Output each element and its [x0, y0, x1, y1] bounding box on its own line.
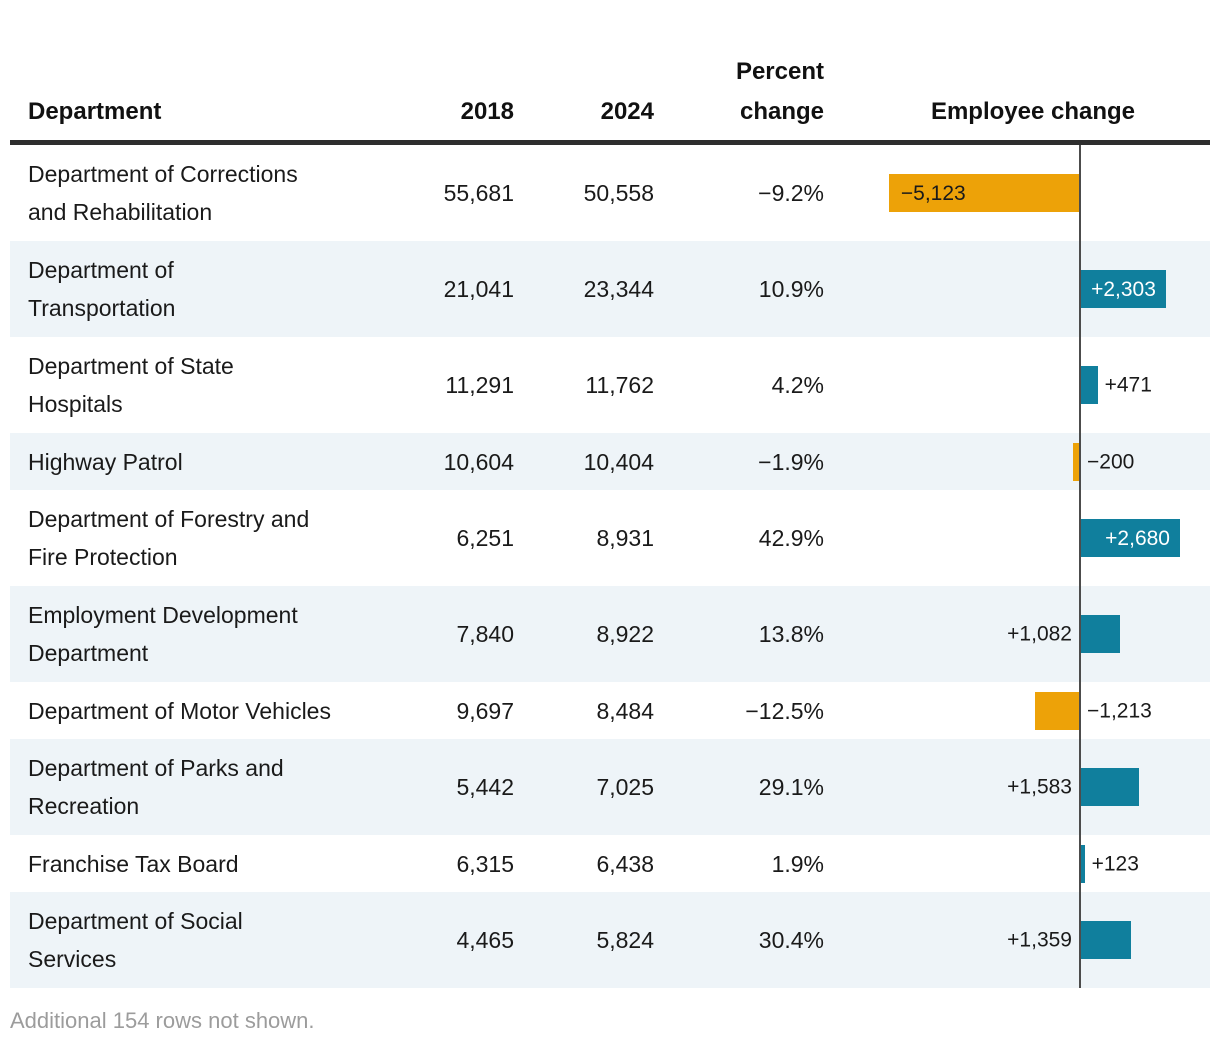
employee-change-cell: −5,123: [824, 145, 1210, 241]
employee-change-bar: [1080, 844, 1085, 883]
employee-change-bar: [1080, 768, 1139, 806]
table-row: Department of Parks and Recreation 5,442 7…: [10, 739, 1210, 835]
value-percent-change: 29.1%: [758, 774, 824, 800]
value-percent-change: −9.2%: [758, 180, 824, 206]
table-header: Department 2018 2024 Percent change Empl…: [10, 46, 1210, 145]
zero-axis-line: [1079, 145, 1081, 988]
employee-change-cell: +123: [824, 835, 1210, 892]
table-row: Department of Corrections and Rehabilita…: [10, 145, 1210, 241]
value-2024: 8,931: [596, 525, 654, 551]
value-2018: 10,604: [443, 448, 514, 475]
bar-value-label: +1,082: [1007, 622, 1072, 646]
value-2018: 55,681: [443, 180, 514, 206]
value-2024: 23,344: [583, 276, 654, 302]
value-2024: 8,484: [596, 697, 654, 724]
header-percent-change: Percent change: [735, 58, 824, 125]
value-2018: 11,291: [445, 372, 514, 398]
employee-change-table: Department 2018 2024 Percent change Empl…: [10, 46, 1210, 1034]
department-name: Department of Social Services: [28, 908, 243, 972]
value-2024: 50,558: [583, 180, 654, 206]
department-name: Highway Patrol: [28, 448, 183, 475]
department-name: Department of Motor Vehicles: [28, 697, 331, 724]
bar-value-label: +2,680: [1105, 526, 1170, 550]
value-2024: 11,762: [585, 372, 654, 398]
bar-value-label: +2,303: [1091, 277, 1156, 301]
employee-change-cell: +2,680: [824, 490, 1210, 586]
employee-change-bar: [1080, 366, 1098, 404]
value-percent-change: 10.9%: [758, 276, 824, 302]
department-name: Department of State Hospitals: [28, 353, 234, 417]
table-row: Highway Patrol 10,604 10,404 −1.9% −200: [10, 433, 1210, 490]
table-row: Department of State Hospitals 11,291 11,76…: [10, 337, 1210, 433]
value-percent-change: 4.2%: [771, 372, 824, 398]
value-2018: 6,315: [456, 850, 514, 877]
header-2018: 2018: [460, 98, 514, 125]
bar-value-label: −1,213: [1087, 699, 1152, 722]
footer-note: Additional 154 rows not shown.: [10, 1008, 315, 1033]
value-2024: 8,922: [596, 621, 654, 647]
value-2018: 9,697: [456, 697, 514, 724]
employee-change-bar: [1072, 442, 1080, 481]
employee-change-cell: +1,082: [824, 586, 1210, 682]
table-rows: Department of Corrections and Rehabilita…: [10, 145, 1210, 988]
header-employee-change: Employee change: [930, 98, 1136, 125]
employee-change-bar: [1034, 691, 1080, 730]
value-percent-change: 13.8%: [758, 621, 824, 647]
value-2024: 10,404: [583, 448, 654, 475]
bar-value-label: +1,359: [1007, 928, 1072, 952]
value-percent-change: 42.9%: [758, 525, 824, 551]
bar-value-label: +1,583: [1007, 775, 1072, 799]
department-name: Department of Parks and Recreation: [28, 755, 284, 819]
header-department: Department: [28, 98, 162, 125]
value-percent-change: −1.9%: [758, 448, 824, 475]
value-percent-change: −12.5%: [745, 697, 824, 724]
value-2018: 7,840: [456, 621, 514, 647]
employee-change-bar: +2,680: [1080, 519, 1180, 557]
department-name: Department of Forestry and Fire Protecti…: [28, 506, 310, 570]
value-2018: 21,041: [443, 276, 514, 302]
table-row: Employment Development Department 7,840 8,…: [10, 586, 1210, 682]
department-name: Department of Corrections and Rehabilita…: [28, 161, 298, 225]
value-2024: 6,438: [596, 850, 654, 877]
table-row: Department of Forestry and Fire Protecti…: [10, 490, 1210, 586]
employee-change-cell: −200: [824, 433, 1210, 490]
department-name: Employment Development Department: [28, 602, 298, 666]
employee-change-bar: [1080, 615, 1121, 653]
value-2024: 5,824: [596, 927, 654, 953]
employee-change-cell: +2,303: [824, 241, 1210, 337]
employee-change-bar: −5,123: [888, 174, 1080, 212]
bar-value-label: +471: [1104, 373, 1152, 397]
value-percent-change: 1.9%: [771, 850, 824, 877]
table-row: Department of Transportation 21,041 23,344…: [10, 241, 1210, 337]
table-row: Department of Motor Vehicles 9,697 8,484 −1…: [10, 682, 1210, 739]
employee-change-cell: −1,213: [824, 682, 1210, 739]
employee-change-cell: +1,583: [824, 739, 1210, 835]
header-2024: 2024: [600, 98, 654, 125]
department-name: Franchise Tax Board: [28, 850, 239, 877]
value-2024: 7,025: [596, 774, 654, 800]
employee-change-bar: +2,303: [1080, 270, 1166, 308]
department-name: Department of Transportation: [28, 257, 176, 321]
table-row: Department of Social Services 4,465 5,824 3…: [10, 892, 1210, 988]
employee-change-cell: +471: [824, 337, 1210, 433]
bar-value-label: −5,123: [900, 181, 966, 205]
bar-value-label: +123: [1091, 852, 1139, 875]
employee-change-cell: +1,359: [824, 892, 1210, 988]
value-2018: 6,251: [456, 525, 514, 551]
table-row: Franchise Tax Board 6,315 6,438 1.9% +123: [10, 835, 1210, 892]
bar-value-label: −200: [1087, 450, 1135, 473]
employee-change-bar: [1080, 921, 1131, 959]
value-2018: 5,442: [456, 774, 514, 800]
value-2018: 4,465: [456, 927, 514, 953]
value-percent-change: 30.4%: [758, 927, 824, 953]
